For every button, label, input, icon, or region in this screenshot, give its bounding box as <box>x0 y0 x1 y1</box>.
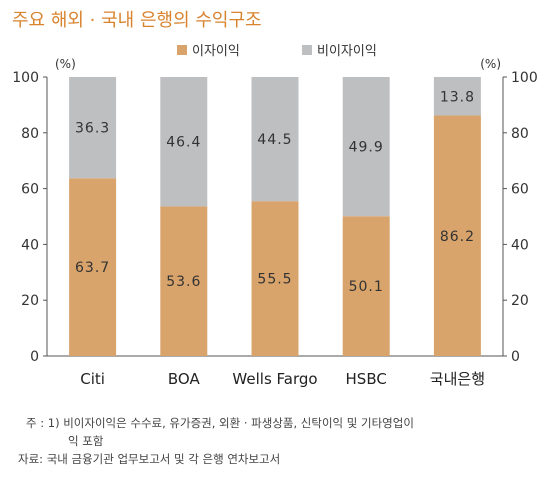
x-tick-label: BOA <box>168 370 201 388</box>
footnote-1: 주 : 1) 비이자이익은 수수료, 유가증권, 외환 · 파생상품, 신탁이익… <box>26 416 414 430</box>
bar-value-label: 36.3 <box>75 121 110 137</box>
y-tick-label-left: 100 <box>12 70 39 86</box>
bar-interest <box>160 206 208 356</box>
y-tick-label-right: 0 <box>511 349 520 365</box>
bar-non-interest <box>342 77 390 217</box>
y-tick-label-left: 20 <box>21 293 39 309</box>
chart-title: 주요 해외 · 국내 은행의 수익구조 <box>12 10 262 31</box>
legend-swatch-non-interest-income <box>302 45 312 55</box>
x-tick-label: Wells Fargo <box>232 370 317 388</box>
y-unit-left: (%) <box>55 57 76 71</box>
bar-value-label: 55.5 <box>257 272 292 288</box>
bar-value-label: 13.8 <box>440 89 475 105</box>
bar-interest <box>251 201 299 356</box>
y-tick-label-right: 60 <box>511 182 529 198</box>
x-tick-label: Citi <box>80 370 105 388</box>
y-tick-label-left: 60 <box>21 182 39 198</box>
bar-value-label: 46.4 <box>166 135 201 151</box>
y-tick-label-right: 40 <box>511 237 529 253</box>
bar-value-label: 86.2 <box>440 229 475 245</box>
x-tick-label: 국내은행 <box>430 370 485 388</box>
legend-label-interest-income: 이자이익 <box>192 44 240 59</box>
y-tick-label-left: 0 <box>30 349 39 365</box>
bar-non-interest <box>251 77 299 202</box>
y-tick-label-left: 80 <box>21 126 39 142</box>
bar-interest <box>69 178 117 356</box>
bar-interest <box>433 115 481 356</box>
bar-value-label: 50.1 <box>349 279 384 295</box>
bar-value-label: 49.9 <box>349 140 384 156</box>
y-tick-label-right: 20 <box>511 293 529 309</box>
source-note: 자료: 국내 금융기관 업무보고서 및 각 은행 연차보고서 <box>18 452 281 466</box>
footnote-1-continued: 익 포함 <box>68 434 104 448</box>
bar-value-label: 63.7 <box>75 260 110 276</box>
stacked-bar-chart: 0 0 20 20 40 40 60 60 80 80 100 100 (%) (%) 이자이익 비이자이익 6… <box>12 44 538 388</box>
bar-interest <box>342 216 390 356</box>
y-tick-label-left: 40 <box>21 237 39 253</box>
bar-value-label: 44.5 <box>257 132 292 148</box>
y-tick-label-right: 80 <box>511 126 529 142</box>
footnotes: 주 : 1) 비이자이익은 수수료, 유가증권, 외환 · 파생상품, 신탁이익… <box>18 414 414 468</box>
legend-label-non-interest-income: 비이자이익 <box>317 44 377 59</box>
legend-swatch-interest-income <box>177 45 187 55</box>
bar-non-interest <box>160 77 208 207</box>
bar-value-label: 53.6 <box>166 274 201 290</box>
y-unit-right: (%) <box>480 57 501 71</box>
bar-non-interest <box>433 77 481 116</box>
bar-non-interest <box>69 77 117 179</box>
x-tick-label: HSBC <box>346 370 387 388</box>
y-tick-label-right: 100 <box>511 70 538 86</box>
